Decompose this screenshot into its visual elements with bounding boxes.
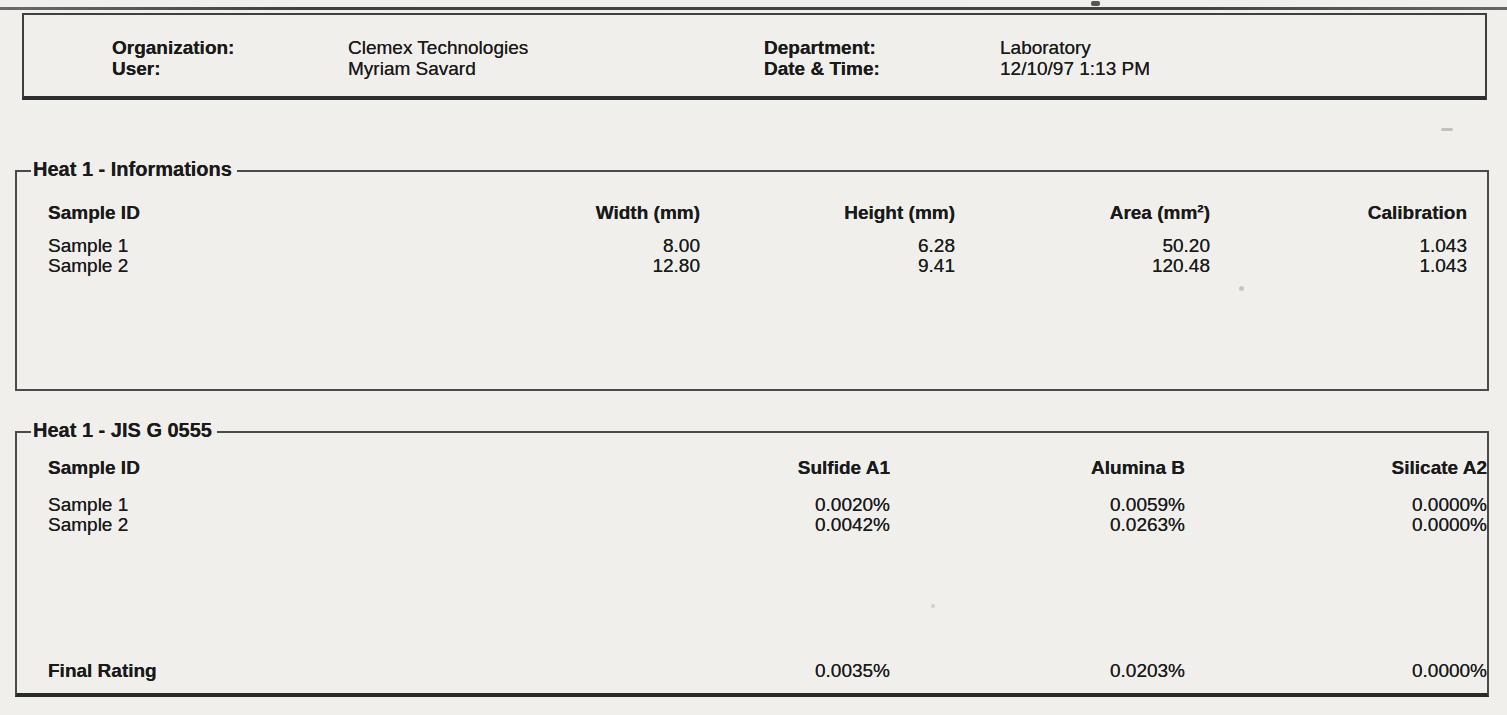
final-rating-row: Final Rating 0.0035% 0.0203% 0.0000% 0.0… xyxy=(17,535,1487,681)
table-cell: 9.41 xyxy=(700,256,955,276)
table-cell: 0.0000% xyxy=(1185,515,1487,535)
jis-section-title: Heat 1 - JIS G 0555 xyxy=(31,419,217,441)
table-cell: 120.48 xyxy=(955,256,1210,276)
table-row: Sample 1 0.0020% 0.0059% 0.0000% 0.0019% xyxy=(17,495,1487,515)
table-cell: 0.0059% xyxy=(890,495,1185,515)
col-header-sulfide-a1: Sulfide A1 xyxy=(617,458,890,495)
scan-artifact xyxy=(1091,1,1100,6)
col-header-sample-id: Sample ID xyxy=(17,458,617,495)
info-section-title: Heat 1 - Informations xyxy=(31,158,237,180)
department-value: Laboratory xyxy=(1000,37,1475,58)
col-header-calibration: Calibration xyxy=(1210,203,1467,236)
page-top-rule xyxy=(0,7,1507,10)
table-cell: 0.0263% xyxy=(890,515,1185,535)
table-cell: 8.00 xyxy=(443,236,700,256)
table-cell: 6.28 xyxy=(700,236,955,256)
col-header-sample-id: Sample ID xyxy=(17,203,443,236)
jis-table-header-row: Sample ID Sulfide A1 Alumina B Silicate … xyxy=(17,458,1487,495)
datetime-label: Date & Time: xyxy=(764,58,1000,79)
table-cell: 0.0042% xyxy=(617,515,890,535)
organization-value: Clemex Technologies xyxy=(348,37,764,58)
datetime-value: 12/10/97 1:13 PM xyxy=(1000,58,1475,79)
jis-table: Sample ID Sulfide A1 Alumina B Silicate … xyxy=(17,458,1487,681)
table-cell: 1.043 xyxy=(1210,256,1467,276)
table-cell: 12.80 xyxy=(443,256,700,276)
table-row: Sample 1 8.00 6.28 50.20 1.043 100x xyxy=(17,236,1507,256)
table-cell: 1.043 xyxy=(1210,236,1467,256)
table-cell: Sample 1 xyxy=(17,495,617,515)
scanned-report-page: Organization: Clemex Technologies Depart… xyxy=(0,0,1507,715)
scan-artifact xyxy=(1441,128,1453,131)
table-cell: 50.20 xyxy=(955,236,1210,256)
final-rating-value: 0.0203% xyxy=(890,535,1185,681)
report-header-box: Organization: Clemex Technologies Depart… xyxy=(22,13,1487,100)
table-cell: 0.0000% xyxy=(1185,495,1487,515)
info-section-box: Sample ID Width (mm) Height (mm) Area (m… xyxy=(15,170,1489,391)
table-cell: 0.0020% xyxy=(617,495,890,515)
user-value: Myriam Savard xyxy=(348,58,764,79)
table-cell: 100x xyxy=(1467,256,1507,276)
final-rating-label: Final Rating xyxy=(17,535,617,681)
info-table-header-row: Sample ID Width (mm) Height (mm) Area (m… xyxy=(17,203,1507,236)
table-cell: Sample 2 xyxy=(17,515,617,535)
organization-label: Organization: xyxy=(112,37,348,58)
col-header-alumina-b: Alumina B xyxy=(890,458,1185,495)
jis-section-box: Sample ID Sulfide A1 Alumina B Silicate … xyxy=(15,431,1489,697)
col-header-width: Width (mm) xyxy=(443,203,700,236)
col-header-area: Area (mm²) xyxy=(955,203,1210,236)
col-header-height: Height (mm) xyxy=(700,203,955,236)
info-table: Sample ID Width (mm) Height (mm) Area (m… xyxy=(17,203,1507,276)
report-header-fields: Organization: Clemex Technologies Depart… xyxy=(112,37,1475,79)
col-header-magnification: Magnification xyxy=(1467,203,1507,236)
table-cell: Sample 2 xyxy=(17,256,443,276)
table-row: Sample 2 0.0042% 0.0263% 0.0000% 0.0042% xyxy=(17,515,1487,535)
col-header-silicate-a2: Silicate A2 xyxy=(1185,458,1487,495)
table-row: Sample 2 12.80 9.41 120.48 1.043 100x xyxy=(17,256,1507,276)
final-rating-value: 0.0035% xyxy=(617,535,890,681)
user-label: User: xyxy=(112,58,348,79)
table-cell: Sample 1 xyxy=(17,236,443,256)
department-label: Department: xyxy=(764,37,1000,58)
final-rating-value: 0.0000% xyxy=(1185,535,1487,681)
table-cell: 100x xyxy=(1467,236,1507,256)
